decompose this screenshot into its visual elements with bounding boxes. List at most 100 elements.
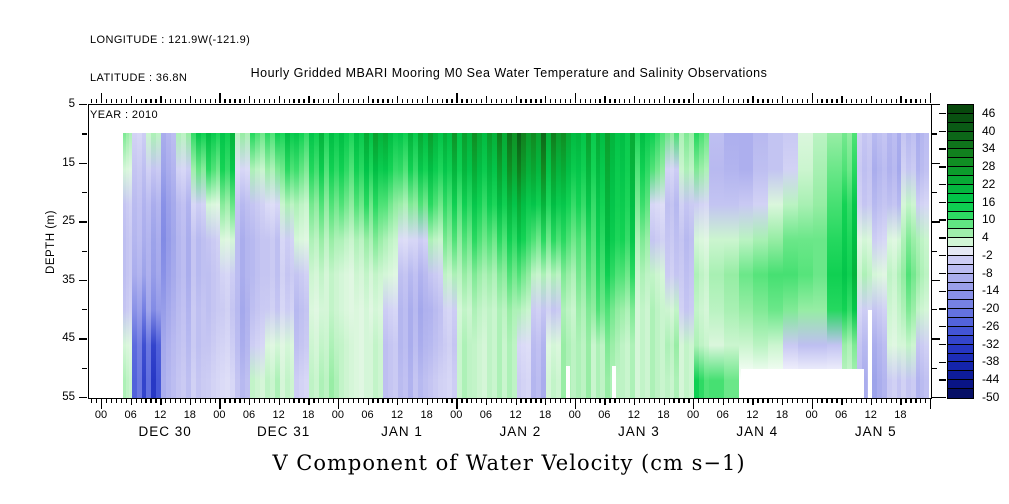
x-axis-minor-tick bbox=[722, 398, 725, 405]
colorbar-tick bbox=[939, 379, 946, 381]
heatmap-column bbox=[521, 133, 527, 398]
x-axis-minor-tick bbox=[846, 398, 848, 403]
heatmap-column bbox=[128, 133, 133, 398]
colorbar-tick-label: -14 bbox=[982, 283, 1000, 298]
x-axis-minor-tick bbox=[589, 398, 591, 403]
x-axis-minor-tick bbox=[569, 398, 572, 403]
heatmap-column bbox=[531, 133, 537, 398]
heatmap-column bbox=[171, 133, 177, 398]
x-axis-minor-tick bbox=[683, 398, 685, 403]
x-axis-minor-tick bbox=[796, 398, 799, 403]
x-axis-minor-tick-top bbox=[352, 98, 355, 103]
x-axis-minor-tick-top bbox=[239, 98, 241, 103]
heatmap-column bbox=[605, 133, 611, 398]
x-axis-minor-tick-top bbox=[806, 98, 808, 103]
x-axis-minor-tick bbox=[411, 398, 414, 403]
y-tick-label: 45 bbox=[62, 332, 75, 345]
heatmap-column bbox=[644, 133, 651, 398]
x-axis-minor-tick bbox=[145, 398, 147, 403]
x-axis-minor-tick bbox=[801, 398, 804, 403]
heatmap-column bbox=[634, 133, 641, 398]
y-tick-label: 55 bbox=[62, 391, 75, 403]
colorbar-cell bbox=[948, 176, 973, 185]
y-axis-tick-right bbox=[931, 191, 937, 194]
heatmap-column bbox=[457, 133, 463, 398]
x-axis-minor-tick bbox=[441, 398, 443, 403]
heatmap-column bbox=[368, 133, 374, 398]
x-axis-minor-tick-top bbox=[258, 98, 261, 103]
heatmap-column bbox=[215, 133, 221, 398]
x-axis-minor-tick-top bbox=[638, 98, 641, 103]
heatmap-column bbox=[274, 133, 281, 398]
heatmap-column bbox=[123, 133, 127, 398]
x-axis-minor-tick bbox=[703, 398, 705, 403]
x-axis-minor-tick-top bbox=[930, 92, 932, 103]
heatmap-column bbox=[699, 133, 705, 398]
x-axis-minor-tick bbox=[515, 398, 517, 405]
x-axis-minor-tick bbox=[352, 398, 355, 403]
heatmap-column bbox=[314, 133, 320, 398]
x-axis-minor-tick-top bbox=[589, 98, 591, 103]
x-day-label: DEC 31 bbox=[256, 424, 311, 439]
x-axis-minor-tick bbox=[648, 398, 651, 403]
heatmap-column bbox=[649, 133, 656, 398]
x-axis-minor-tick bbox=[387, 398, 389, 403]
x-axis-minor-tick-top bbox=[337, 92, 340, 103]
heatmap-column bbox=[738, 133, 754, 398]
x-axis-minor-tick bbox=[199, 398, 202, 403]
heatmap-column bbox=[329, 133, 335, 398]
x-axis-minor-tick-top bbox=[851, 98, 853, 103]
x-tick-label: 18 bbox=[420, 409, 433, 421]
heatmap-column bbox=[200, 133, 207, 398]
x-axis-minor-tick bbox=[175, 398, 177, 403]
colorbar-tick bbox=[939, 166, 946, 168]
metadata-year: YEAR : 2010 bbox=[90, 109, 158, 121]
heatmap-column bbox=[166, 133, 172, 398]
x-axis-minor-tick-top bbox=[520, 98, 522, 103]
heatmap-column bbox=[403, 133, 409, 398]
heatmap-column bbox=[447, 133, 453, 398]
x-axis-minor-tick-top bbox=[515, 96, 517, 103]
x-axis-minor-tick bbox=[273, 398, 276, 403]
x-axis-minor-tick-top bbox=[875, 98, 878, 103]
heatmap-column bbox=[886, 133, 893, 398]
colorbar-tick-label: 34 bbox=[982, 141, 996, 156]
x-axis-minor-tick-top bbox=[456, 92, 458, 103]
heatmap-column bbox=[245, 133, 251, 398]
x-axis-minor-tick-top bbox=[648, 98, 651, 103]
heatmap-column bbox=[590, 133, 596, 398]
x-axis-minor-tick-top bbox=[485, 96, 488, 103]
x-axis-minor-tick-top bbox=[362, 98, 364, 103]
x-axis-minor-tick-top bbox=[693, 92, 695, 103]
x-axis-minor-tick bbox=[604, 398, 606, 405]
x-axis-minor-tick bbox=[105, 398, 108, 403]
x-axis-minor-tick bbox=[485, 398, 488, 405]
colorbar-tick bbox=[939, 272, 946, 275]
heatmap-column bbox=[560, 133, 567, 398]
y-axis-tick bbox=[81, 309, 87, 311]
heatmap-column bbox=[353, 133, 360, 398]
heatmap-column bbox=[264, 133, 271, 398]
x-axis-minor-tick-top bbox=[653, 98, 656, 103]
x-axis-minor-tick bbox=[313, 398, 315, 403]
x-axis-minor-tick-top bbox=[308, 96, 310, 103]
x-axis-minor-tick-top bbox=[777, 98, 779, 103]
x-tick-label: 06 bbox=[242, 409, 256, 421]
heatmap-column bbox=[679, 133, 685, 398]
x-axis-minor-tick-top bbox=[905, 98, 907, 103]
y-axis-tick-right bbox=[931, 162, 940, 164]
chart-title: Hourly Gridded MBARI Mooring M0 Sea Wate… bbox=[250, 66, 768, 80]
heatmap-column bbox=[580, 133, 587, 398]
x-axis-minor-tick-top bbox=[890, 98, 892, 103]
y-axis-tick bbox=[78, 221, 87, 223]
x-axis-minor-tick bbox=[431, 398, 433, 403]
y-axis-tick-right bbox=[931, 250, 937, 252]
x-axis-minor-tick-top bbox=[717, 98, 720, 103]
x-axis-minor-tick bbox=[900, 398, 902, 405]
heatmap-column bbox=[871, 133, 878, 398]
heatmap-column bbox=[363, 133, 369, 398]
x-axis-minor-tick-top bbox=[234, 98, 236, 103]
colorbar-tick-label: 16 bbox=[982, 194, 996, 209]
x-day-label: DEC 30 bbox=[138, 424, 192, 439]
x-axis-minor-tick bbox=[234, 398, 236, 403]
